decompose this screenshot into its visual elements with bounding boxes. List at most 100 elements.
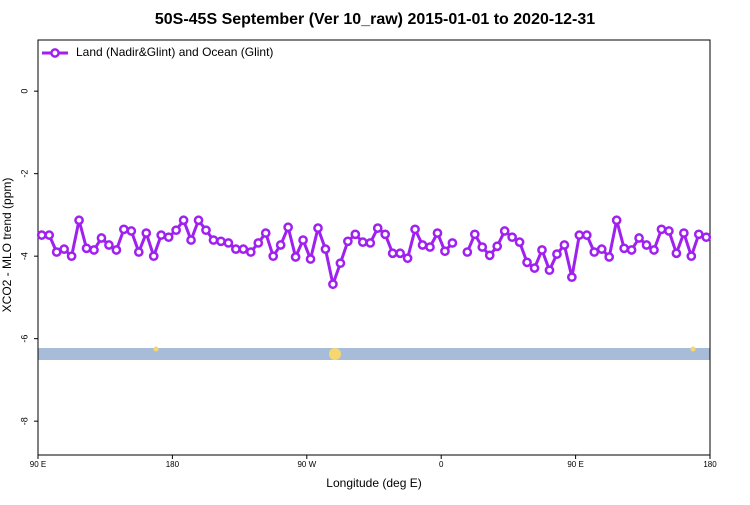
y-tick-label: -6 [19, 335, 29, 343]
x-tick-label: 90 E [30, 460, 46, 469]
data-point [574, 230, 585, 240]
data-point [522, 257, 532, 268]
data-point [36, 230, 47, 240]
data-point [440, 246, 450, 257]
data-point [626, 245, 637, 255]
chart-title: 50S-45S September (Ver 10_raw) 2015-01-0… [155, 11, 595, 28]
land-ocean-band [38, 348, 710, 360]
data-point [201, 225, 211, 236]
data-point [119, 224, 129, 235]
data-point [477, 242, 488, 252]
data-point [380, 229, 391, 240]
data-point [567, 272, 577, 283]
data-point [372, 223, 383, 233]
data-point [298, 235, 308, 245]
data-point [74, 215, 84, 226]
data-point [148, 251, 159, 262]
data-point [544, 265, 555, 276]
data-point [596, 244, 607, 255]
data-point [171, 225, 181, 236]
data-point [313, 223, 323, 233]
data-point [96, 233, 107, 243]
data-point [335, 258, 346, 269]
data-point [387, 248, 398, 259]
data-point [589, 247, 600, 257]
data-point [253, 238, 264, 248]
data-point [619, 243, 629, 254]
data-point [320, 244, 331, 255]
data-point [686, 251, 697, 262]
data-point [59, 244, 69, 255]
data-point [343, 236, 353, 247]
data-point [604, 252, 615, 262]
data-point [425, 242, 435, 252]
data-point [357, 237, 368, 247]
data-point [51, 247, 62, 257]
data-point [664, 226, 674, 236]
data-point [402, 253, 413, 264]
data-point [679, 228, 689, 238]
data-point [417, 240, 428, 250]
data-point [656, 224, 667, 235]
data-point [350, 229, 361, 240]
y-tick-label: 0 [19, 89, 29, 94]
data-point [529, 263, 540, 273]
data-point [81, 243, 92, 254]
data-point [365, 238, 376, 248]
y-tick-label: -2 [19, 170, 29, 178]
data-point [305, 254, 316, 264]
data-point [238, 244, 249, 255]
data-point [126, 226, 137, 236]
data-point [649, 245, 659, 255]
y-tick-label: -4 [19, 252, 29, 260]
data-point [611, 215, 622, 226]
data-point [462, 247, 473, 257]
data-point [499, 226, 510, 236]
data-point [156, 230, 167, 240]
data-point [514, 237, 525, 247]
data-point [133, 247, 144, 257]
data-point [469, 229, 480, 240]
x-tick-label: 0 [439, 460, 444, 469]
data-point [111, 245, 122, 255]
data-point [559, 240, 570, 250]
data-point [701, 232, 712, 243]
data-point [492, 241, 503, 252]
data-point [231, 244, 241, 255]
y-tick-label: -8 [19, 417, 29, 425]
x-tick-label: 180 [703, 460, 717, 469]
data-point [163, 232, 174, 243]
data-point [432, 228, 443, 238]
land-marker [329, 348, 341, 360]
plot-frame [37, 39, 711, 456]
data-point [178, 215, 189, 226]
data-point [634, 233, 644, 243]
data-point [552, 249, 562, 259]
data-point [223, 238, 234, 248]
data-point [216, 236, 226, 247]
data-point [268, 251, 279, 262]
data-point [186, 235, 196, 245]
data-point [581, 230, 592, 240]
y-axis-label: XCO2 - MLO trend (ppm) [0, 178, 14, 313]
data-point [641, 240, 652, 250]
data-point [671, 248, 682, 259]
data-point [260, 228, 271, 238]
data-point [395, 248, 405, 259]
data-point [410, 224, 420, 235]
data-point [208, 235, 219, 245]
data-point [89, 245, 99, 255]
data-point [44, 230, 55, 240]
data-point [66, 251, 77, 262]
x-tick-label: 180 [166, 460, 180, 469]
data-point [245, 247, 256, 257]
legend-marker [50, 48, 60, 58]
data-point [537, 245, 547, 255]
data-point [507, 232, 517, 243]
data-point [328, 279, 338, 290]
x-tick-label: 90 W [297, 460, 316, 469]
data-point [484, 250, 495, 261]
land-marker [153, 346, 159, 352]
legend-label: Land (Nadir&Glint) and Ocean (Glint) [76, 45, 273, 59]
